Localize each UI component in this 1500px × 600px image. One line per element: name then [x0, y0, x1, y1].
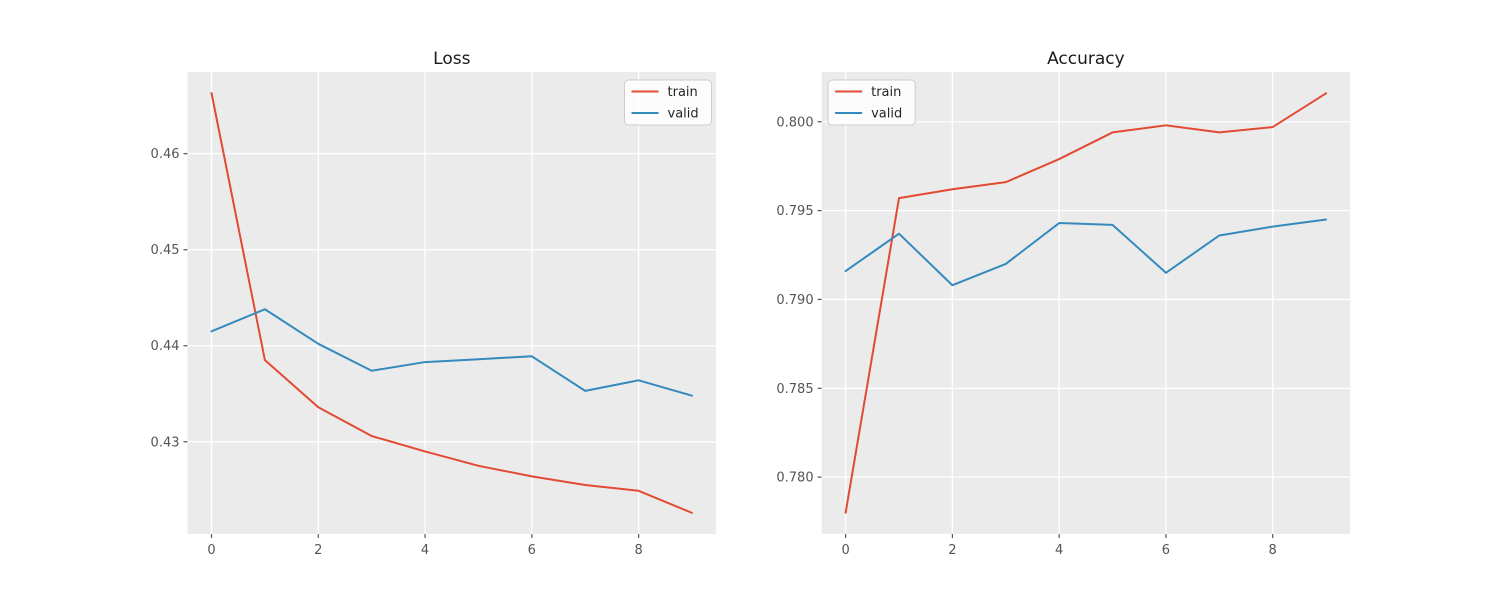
valid-line [210, 308, 693, 397]
y-tick-label: 0.44 [151, 339, 180, 354]
x-tick-label: 8 [634, 543, 642, 558]
y-tick-label: 0.785 [776, 382, 813, 397]
legend-valid-label: valid [668, 107, 699, 122]
axes-background [187, 72, 716, 534]
y-tick-label: 0.43 [151, 435, 180, 450]
loss-chart: Loss 0 2 4 6 8 0.43 0.44 0.45 0.46 train valid [151, 49, 716, 558]
accuracy-chart: Accuracy 0 2 4 6 8 0.780 0.785 0.790 0.795 0.800 t… [776, 49, 1351, 558]
y-tick-label: 0.45 [151, 243, 180, 258]
x-tick-label: 6 [528, 543, 536, 558]
legend-train-label: train [871, 85, 901, 100]
axes-background [821, 72, 1351, 534]
y-tick-label: 0.780 [776, 471, 813, 486]
y-tick-label: 0.46 [151, 147, 180, 162]
legend-valid-label: valid [871, 107, 902, 122]
x-tick-label: 0 [841, 543, 849, 558]
y-tick-label: 0.795 [776, 204, 813, 219]
train-line [210, 92, 693, 514]
x-tick-label: 4 [421, 543, 429, 558]
accuracy-chart-title: Accuracy [1047, 49, 1125, 69]
y-tick-label: 0.790 [776, 293, 813, 308]
x-tick-label: 2 [948, 543, 956, 558]
legend: train valid [624, 79, 712, 126]
x-tick-label: 0 [207, 543, 215, 558]
x-tick-label: 4 [1055, 543, 1063, 558]
legend: train valid [827, 79, 916, 126]
train-line [844, 92, 1328, 514]
legend-train-label: train [668, 85, 698, 100]
loss-chart-title: Loss [433, 49, 470, 69]
valid-line [844, 218, 1328, 287]
x-tick-label: 2 [314, 543, 322, 558]
y-tick-label: 0.800 [776, 115, 813, 130]
x-tick-label: 8 [1269, 543, 1277, 558]
loss-plot-area: 0 2 4 6 8 0.43 0.44 0.45 0.46 train valid [151, 72, 716, 558]
accuracy-plot-area: 0 2 4 6 8 0.780 0.785 0.790 0.795 0.800 train valid [776, 72, 1351, 558]
x-tick-label: 6 [1162, 543, 1170, 558]
